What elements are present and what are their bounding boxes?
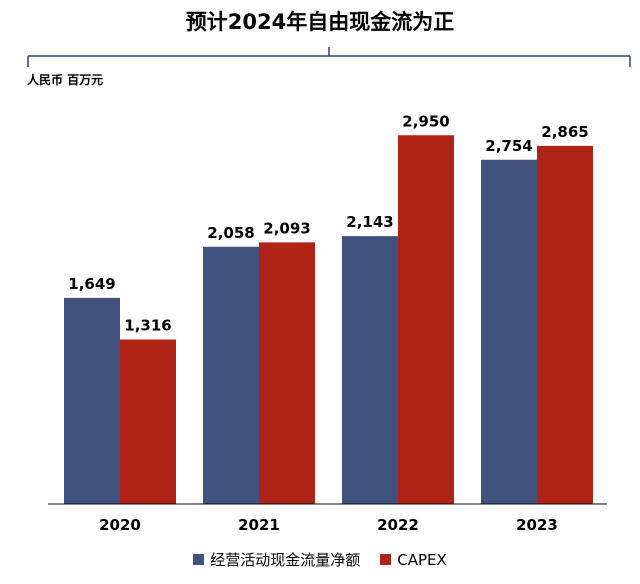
- x-tick-label-2020: 2020: [99, 516, 141, 534]
- bar-capex-2021: [259, 242, 315, 504]
- bar-capex-2023: [537, 145, 593, 504]
- legend-label-cashflow: 经营活动现金流量净额: [210, 551, 361, 569]
- bar-cashflow-2022: [342, 236, 398, 504]
- legend: 经营活动现金流量净额 CAPEX: [0, 549, 640, 570]
- data-label-cashflow-2021: 2,058: [207, 224, 254, 242]
- data-label-cashflow-2023: 2,754: [485, 137, 532, 155]
- data-label-capex-2023: 2,865: [541, 123, 588, 141]
- x-tick-label-2021: 2021: [238, 516, 280, 534]
- data-label-cashflow-2020: 1,649: [68, 275, 115, 293]
- legend-item-capex: CAPEX: [380, 551, 447, 569]
- data-label-capex-2022: 2,950: [402, 112, 449, 130]
- unit-label: 人民币 百万元: [27, 73, 104, 87]
- data-label-capex-2020: 1,316: [124, 317, 171, 335]
- x-tick-label-2022: 2022: [377, 516, 419, 534]
- data-label-capex-2021: 2,093: [263, 219, 310, 237]
- bar-cashflow-2023: [481, 159, 537, 504]
- chart-title: 预计2024年自由现金流为正: [185, 10, 455, 34]
- x-tick-labels: 2020 2021 2022 2023: [99, 516, 558, 534]
- bars-group: [64, 135, 593, 504]
- legend-swatch-cashflow: [193, 554, 205, 565]
- x-tick-label-2023: 2023: [516, 516, 558, 534]
- bar-capex-2022: [398, 135, 454, 504]
- data-labels-group: 1,649 1,316 2,058 2,093 2,143 2,950 2,754 2,865: [68, 112, 588, 334]
- bar-cashflow-2021: [203, 246, 259, 504]
- legend-item-cashflow: 经营活动现金流量净额: [193, 549, 360, 570]
- bar-capex-2020: [120, 339, 176, 504]
- title-bracket: [27, 47, 631, 67]
- legend-swatch-capex: [380, 554, 392, 565]
- data-label-cashflow-2022: 2,143: [346, 213, 393, 231]
- legend-label-capex: CAPEX: [397, 550, 447, 569]
- bar-cashflow-2020: [64, 297, 120, 504]
